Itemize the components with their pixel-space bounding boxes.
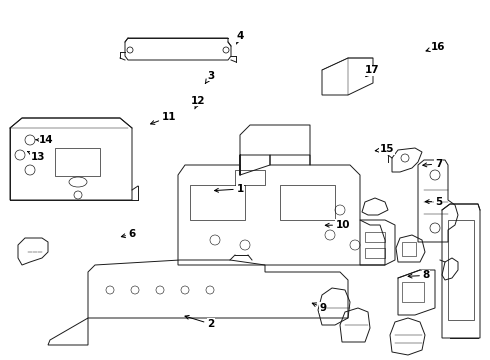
Bar: [402, 242, 416, 256]
Text: 16: 16: [426, 42, 446, 52]
Text: 12: 12: [191, 96, 206, 109]
Bar: [190, 185, 245, 220]
Bar: [235, 170, 265, 185]
Text: 9: 9: [312, 303, 327, 313]
Bar: [365, 232, 385, 242]
Text: 13: 13: [28, 152, 46, 162]
Bar: [280, 185, 335, 220]
Text: 15: 15: [375, 144, 394, 154]
Text: 7: 7: [423, 159, 442, 169]
Text: 2: 2: [185, 315, 214, 329]
Text: 8: 8: [408, 270, 430, 280]
Text: 17: 17: [365, 65, 380, 77]
Bar: [365, 248, 385, 258]
Text: 3: 3: [205, 71, 214, 84]
Bar: [402, 282, 424, 302]
Text: 1: 1: [215, 184, 244, 194]
Text: 6: 6: [122, 229, 136, 239]
Text: 11: 11: [150, 112, 176, 124]
Bar: [55, 148, 100, 176]
Text: 4: 4: [236, 31, 244, 44]
Text: 10: 10: [325, 220, 350, 230]
Bar: [448, 220, 474, 320]
Text: 5: 5: [425, 197, 442, 207]
Text: 14: 14: [36, 135, 54, 145]
